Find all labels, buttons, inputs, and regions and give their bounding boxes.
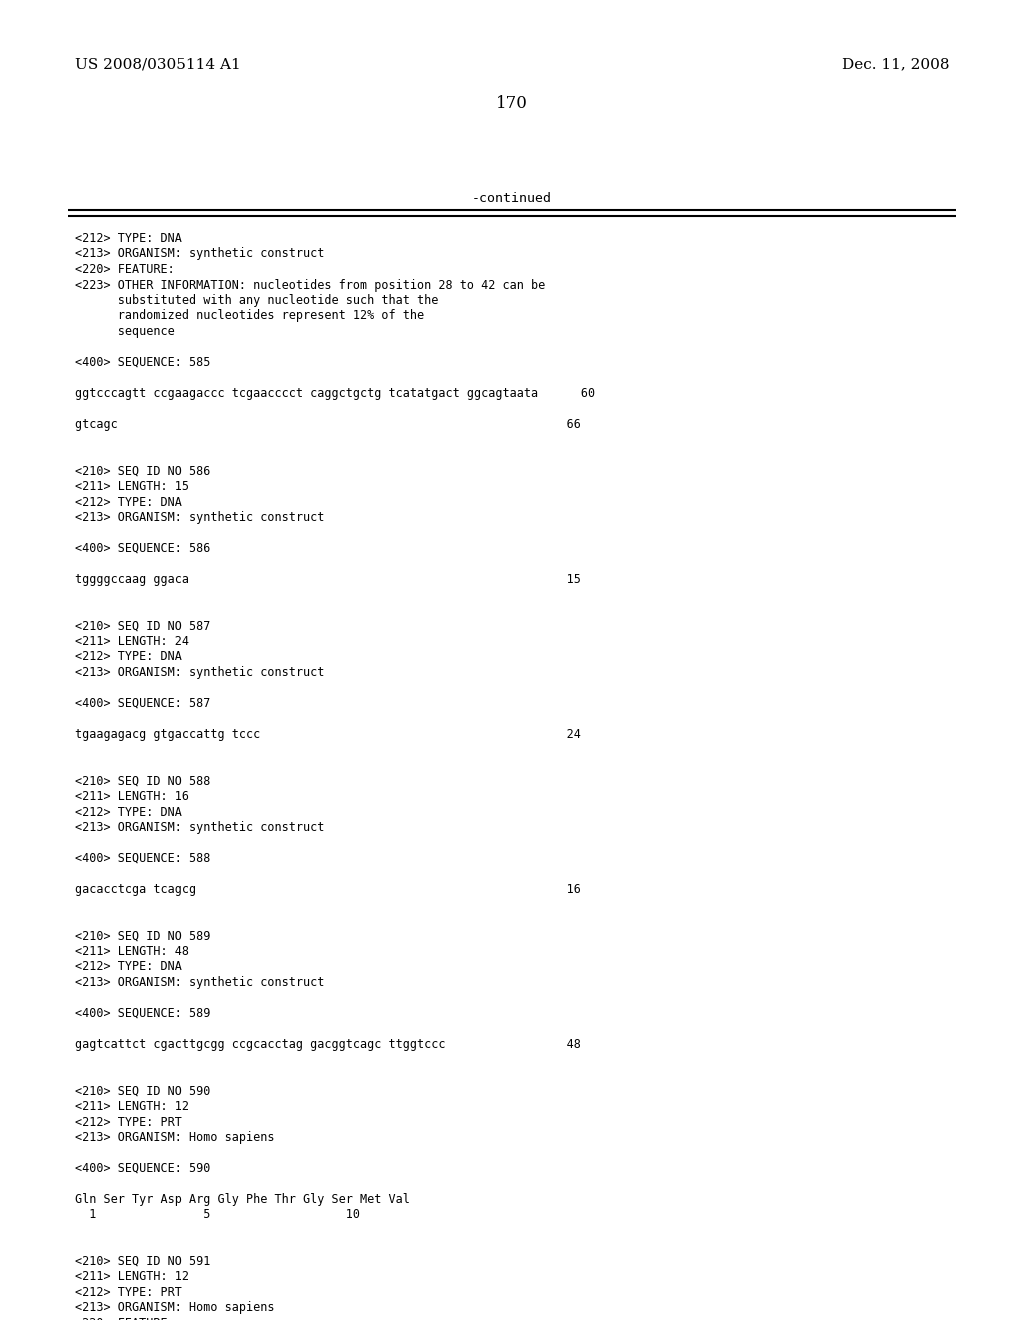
Text: <213> ORGANISM: synthetic construct: <213> ORGANISM: synthetic construct	[75, 511, 325, 524]
Text: <400> SEQUENCE: 588: <400> SEQUENCE: 588	[75, 851, 210, 865]
Text: <212> TYPE: DNA: <212> TYPE: DNA	[75, 805, 182, 818]
Text: <210> SEQ ID NO 588: <210> SEQ ID NO 588	[75, 775, 210, 788]
Text: <223> OTHER INFORMATION: nucleotides from position 28 to 42 can be: <223> OTHER INFORMATION: nucleotides fro…	[75, 279, 545, 292]
Text: tgaagagacg gtgaccattg tccc                                           24: tgaagagacg gtgaccattg tccc 24	[75, 729, 581, 741]
Text: gagtcattct cgacttgcgg ccgcacctag gacggtcagc ttggtccc                 48: gagtcattct cgacttgcgg ccgcacctag gacggtc…	[75, 1038, 581, 1051]
Text: <211> LENGTH: 12: <211> LENGTH: 12	[75, 1270, 189, 1283]
Text: Gln Ser Tyr Asp Arg Gly Phe Thr Gly Ser Met Val: Gln Ser Tyr Asp Arg Gly Phe Thr Gly Ser …	[75, 1193, 410, 1206]
Text: <212> TYPE: DNA: <212> TYPE: DNA	[75, 495, 182, 508]
Text: tggggccaag ggaca                                                     15: tggggccaag ggaca 15	[75, 573, 581, 586]
Text: -continued: -continued	[472, 191, 552, 205]
Text: <220> FEATURE:: <220> FEATURE:	[75, 263, 175, 276]
Text: sequence: sequence	[75, 325, 175, 338]
Text: 1               5                   10: 1 5 10	[75, 1209, 360, 1221]
Text: randomized nucleotides represent 12% of the: randomized nucleotides represent 12% of …	[75, 309, 424, 322]
Text: US 2008/0305114 A1: US 2008/0305114 A1	[75, 57, 241, 71]
Text: <213> ORGANISM: Homo sapiens: <213> ORGANISM: Homo sapiens	[75, 1131, 274, 1144]
Text: <213> ORGANISM: synthetic construct: <213> ORGANISM: synthetic construct	[75, 667, 325, 678]
Text: <400> SEQUENCE: 587: <400> SEQUENCE: 587	[75, 697, 210, 710]
Text: gtcagc                                                               66: gtcagc 66	[75, 418, 581, 432]
Text: Dec. 11, 2008: Dec. 11, 2008	[842, 57, 949, 71]
Text: <220> FEATURE:: <220> FEATURE:	[75, 1317, 175, 1320]
Text: <212> TYPE: DNA: <212> TYPE: DNA	[75, 232, 182, 246]
Text: <213> ORGANISM: synthetic construct: <213> ORGANISM: synthetic construct	[75, 821, 325, 834]
Text: <213> ORGANISM: synthetic construct: <213> ORGANISM: synthetic construct	[75, 248, 325, 260]
Text: <212> TYPE: DNA: <212> TYPE: DNA	[75, 961, 182, 974]
Text: <400> SEQUENCE: 585: <400> SEQUENCE: 585	[75, 356, 210, 370]
Text: <210> SEQ ID NO 590: <210> SEQ ID NO 590	[75, 1085, 210, 1097]
Text: ggtcccagtt ccgaagaccc tcgaacccct caggctgctg tcatatgact ggcagtaata      60: ggtcccagtt ccgaagaccc tcgaacccct caggctg…	[75, 387, 595, 400]
Text: 170: 170	[496, 95, 528, 112]
Text: <212> TYPE: PRT: <212> TYPE: PRT	[75, 1286, 182, 1299]
Text: <211> LENGTH: 24: <211> LENGTH: 24	[75, 635, 189, 648]
Text: <212> TYPE: PRT: <212> TYPE: PRT	[75, 1115, 182, 1129]
Text: <400> SEQUENCE: 590: <400> SEQUENCE: 590	[75, 1162, 210, 1175]
Text: gacacctcga tcagcg                                                    16: gacacctcga tcagcg 16	[75, 883, 581, 896]
Text: <210> SEQ ID NO 586: <210> SEQ ID NO 586	[75, 465, 210, 478]
Text: <210> SEQ ID NO 591: <210> SEQ ID NO 591	[75, 1255, 210, 1269]
Text: <211> LENGTH: 48: <211> LENGTH: 48	[75, 945, 189, 958]
Text: <210> SEQ ID NO 587: <210> SEQ ID NO 587	[75, 619, 210, 632]
Text: <400> SEQUENCE: 589: <400> SEQUENCE: 589	[75, 1007, 210, 1020]
Text: <211> LENGTH: 15: <211> LENGTH: 15	[75, 480, 189, 492]
Text: <213> ORGANISM: synthetic construct: <213> ORGANISM: synthetic construct	[75, 975, 325, 989]
Text: <213> ORGANISM: Homo sapiens: <213> ORGANISM: Homo sapiens	[75, 1302, 274, 1315]
Text: <211> LENGTH: 12: <211> LENGTH: 12	[75, 1100, 189, 1113]
Text: <400> SEQUENCE: 586: <400> SEQUENCE: 586	[75, 543, 210, 554]
Text: <211> LENGTH: 16: <211> LENGTH: 16	[75, 789, 189, 803]
Text: <212> TYPE: DNA: <212> TYPE: DNA	[75, 651, 182, 664]
Text: <210> SEQ ID NO 589: <210> SEQ ID NO 589	[75, 929, 210, 942]
Text: substituted with any nucleotide such that the: substituted with any nucleotide such tha…	[75, 294, 438, 308]
